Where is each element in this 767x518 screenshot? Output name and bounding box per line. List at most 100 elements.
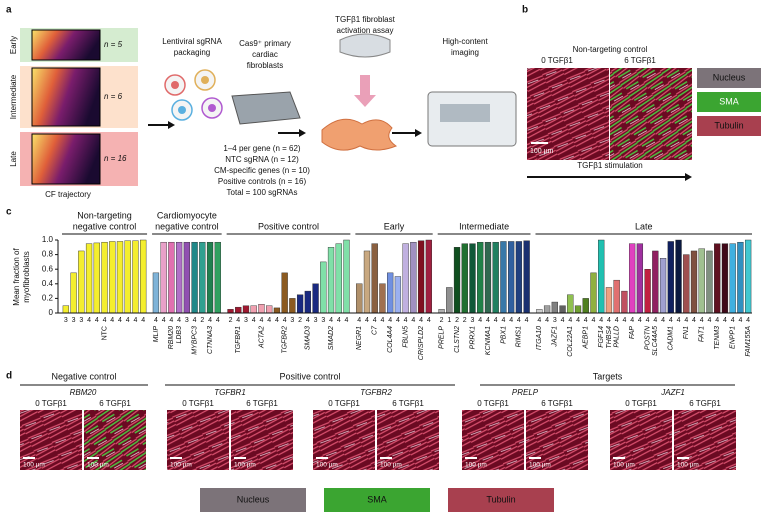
heatmap (31, 29, 101, 61)
gene-name: JAZF1 (660, 388, 685, 397)
bar (590, 272, 597, 314)
gene-label: FAP (629, 326, 636, 339)
sample-count: 3 (72, 317, 76, 324)
channel-name: SMA (367, 494, 387, 504)
sample-count: 4 (653, 317, 657, 324)
bar (461, 243, 468, 314)
bar (605, 287, 613, 314)
y-axis-label: Mean fraction of (12, 248, 21, 306)
bar (582, 298, 589, 314)
bar (644, 269, 651, 314)
group-title: Early (384, 221, 405, 231)
arrow-head (415, 129, 422, 137)
virus-core (208, 104, 216, 112)
sample-count: 4 (373, 317, 377, 324)
sample-count: 4 (700, 317, 704, 324)
sample-count: 4 (388, 317, 392, 324)
sample-count: 3 (79, 317, 83, 324)
bar (567, 294, 574, 314)
bar (124, 240, 131, 314)
summary-line: 1–4 per gene (n = 62) (223, 144, 301, 153)
arrow-label: TGFβ1 stimulation (577, 161, 643, 170)
bar (85, 243, 93, 314)
channel-name: Nucleus (237, 494, 270, 504)
condition-label: 0 TGFβ1 (541, 56, 573, 65)
summary-line: NTC sgRNA (n = 12) (225, 155, 299, 164)
sample-count: 4 (537, 317, 541, 324)
sample-count: 4 (669, 317, 673, 324)
gene-label: MLIP (153, 326, 160, 343)
micrograph (527, 68, 609, 160)
sample-count: 4 (568, 317, 572, 324)
plate-icon (231, 91, 301, 125)
y-tick-label: 0.2 (42, 294, 54, 303)
virus-core (201, 76, 209, 84)
condition-label: 6 TGFβ1 (541, 399, 573, 408)
sample-count: 4 (275, 317, 279, 324)
scale-label: 100 µm (170, 462, 192, 469)
sample-count: 4 (723, 317, 727, 324)
heatmap (31, 67, 101, 127)
bar (729, 243, 736, 314)
gene-label: TGFBR2 (281, 326, 288, 354)
step-label: TGFβ1 fibroblast (335, 15, 396, 24)
bar (469, 243, 476, 314)
bar (175, 241, 183, 314)
section-title: Negative control (51, 371, 116, 381)
panel-label: c (6, 207, 12, 218)
bar (675, 239, 682, 314)
sample-count: 4 (169, 317, 173, 324)
cell-icon (321, 118, 398, 151)
bar (683, 254, 690, 314)
sample-count: 4 (592, 317, 596, 324)
sample-count: 4 (208, 317, 212, 324)
scale-label: 100 µm (613, 462, 635, 469)
gene-name: PRELP (512, 388, 539, 397)
sample-count: 4 (622, 317, 626, 324)
stage-name: Late (9, 151, 18, 167)
sample-count: 4 (584, 317, 588, 324)
gene-label: ACTA2 (258, 326, 265, 349)
panel-label: b (522, 5, 528, 16)
sample-count: 4 (252, 317, 256, 324)
bar (379, 283, 386, 314)
summary-line: Positive controls (n = 16) (218, 177, 307, 186)
gene-label: PBX1 (500, 326, 507, 344)
sample-count: 4 (509, 317, 513, 324)
micrograph (610, 68, 692, 160)
gene-name: TGFBR1 (214, 388, 246, 397)
bar (227, 309, 234, 314)
bar (242, 305, 250, 314)
condition-label: 6 TGFβ1 (99, 399, 131, 408)
summary-line: Total = 100 sgRNAs (227, 188, 298, 197)
sample-count: 4 (141, 317, 145, 324)
gene-label: FGF14 (598, 326, 605, 348)
gene-label: ENPP1 (730, 326, 737, 349)
sample-count: 4 (103, 317, 107, 324)
sample-count: 4 (216, 317, 220, 324)
gene-label: COL4A4 (387, 326, 394, 353)
channel-box (697, 116, 761, 136)
channel-box (324, 488, 430, 512)
gene-label: ITGA10 (536, 326, 543, 350)
channel-box (200, 488, 306, 512)
bar (70, 272, 77, 314)
arrow-head (685, 173, 692, 181)
bar (160, 241, 167, 314)
sample-count: 4 (404, 317, 408, 324)
sample-count: 4 (396, 317, 400, 324)
bar (101, 241, 108, 314)
group-title: negative control (73, 221, 137, 231)
bar (312, 283, 319, 314)
bar (721, 243, 729, 314)
bar (515, 241, 523, 314)
bar (394, 276, 402, 314)
bar (343, 239, 350, 314)
panel-label: a (6, 5, 12, 16)
bar (296, 294, 304, 314)
condition-label: 0 TGFβ1 (625, 399, 657, 408)
gene-label: PRELP (438, 326, 445, 349)
condition-label: 0 TGFβ1 (182, 399, 214, 408)
y-tick-label: 1.0 (42, 235, 54, 244)
